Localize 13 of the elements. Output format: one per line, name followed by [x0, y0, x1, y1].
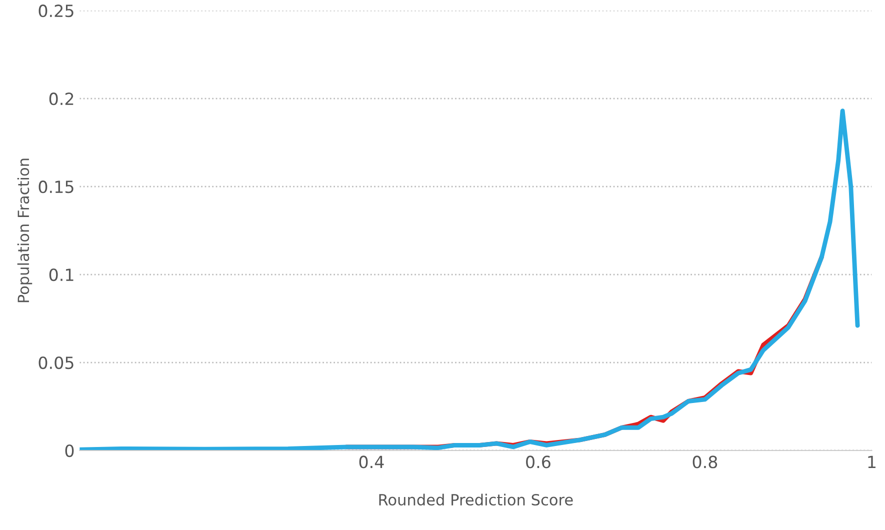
x-axis-title: Rounded Prediction Score: [379, 494, 573, 506]
y-tick-label: 0: [65, 444, 74, 458]
line-series: [80, 108, 860, 450]
y-tick-label: 0.1: [49, 268, 74, 282]
y-axis-title: Population Fraction: [17, 158, 32, 302]
x-tick-label: 0.6: [526, 456, 550, 468]
x-tick-label: 0.4: [359, 456, 384, 468]
y-tick-label: 0.05: [38, 356, 74, 370]
y-tick-label: 0.2: [49, 92, 74, 106]
x-tick-label: 1: [868, 456, 876, 468]
x-tick-label: 0.8: [692, 456, 718, 468]
y-tick-label: 0.25: [38, 4, 74, 18]
y-tick-label: 0.15: [38, 180, 74, 194]
